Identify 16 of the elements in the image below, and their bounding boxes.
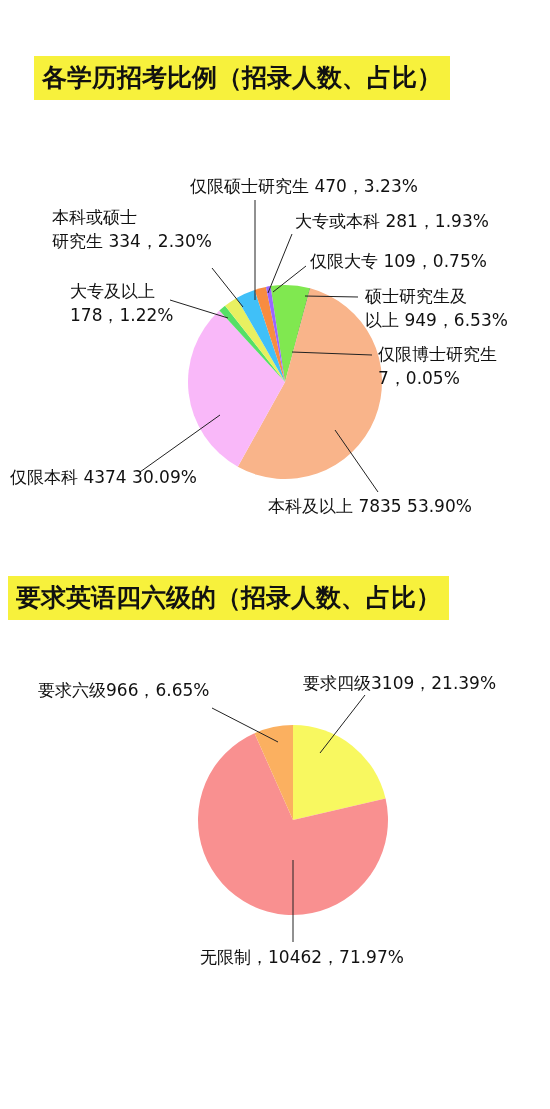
slice-label: 仅限大专 109，0.75% [310, 251, 487, 271]
chart-title: 要求英语四六级的（招录人数、占比） [8, 576, 449, 620]
slice-label: 硕士研究生及以上 949，6.53% [364, 286, 508, 330]
slice-label: 仅限博士研究生 [378, 344, 497, 364]
chart-title: 各学历招考比例（招录人数、占比） [34, 56, 450, 100]
data-label: 178，1.22% [70, 305, 174, 325]
slice-label: 大专或本科 281，1.93% [295, 211, 489, 231]
slice-label: 无限制，10462，71.97% [200, 947, 404, 967]
data-label: 7，0.05% [378, 368, 460, 388]
slice-label: 仅限硕士研究生 470，3.23% [190, 176, 418, 196]
slice-label: 要求六级966，6.65% [38, 680, 210, 700]
slice-label: 本科及以上 7835 53.90% [268, 496, 472, 516]
slice-label: 仅限本科 4374 30.09% [10, 467, 197, 487]
slice-label: 大专及以上 [70, 281, 155, 301]
slice-label: 要求四级3109，21.39% [303, 673, 497, 693]
slice-label: 本科或硕士研究生 334，2.30% [52, 207, 212, 251]
